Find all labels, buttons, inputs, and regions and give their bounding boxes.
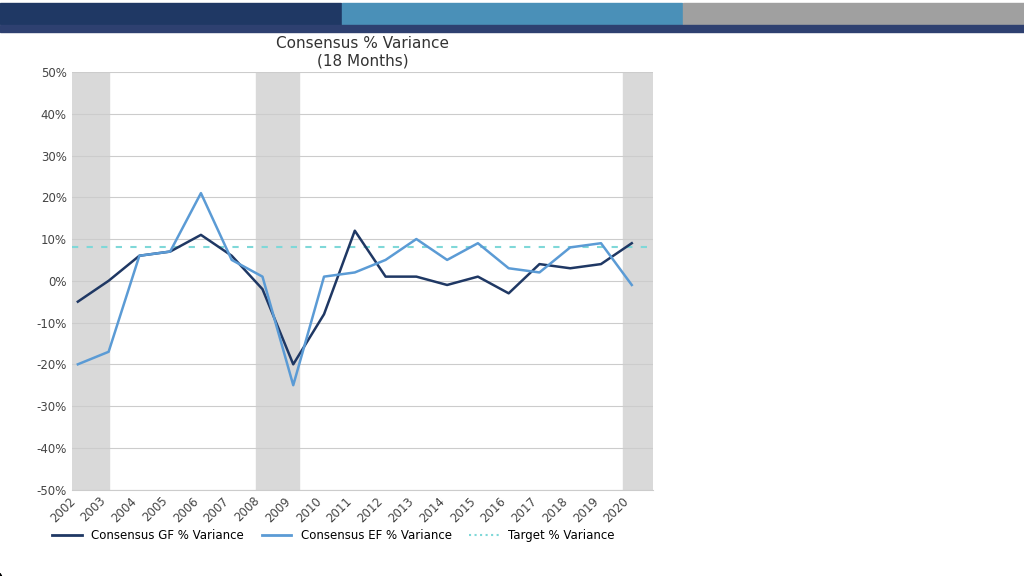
Bar [256, 72, 299, 490]
Text: PERCENTAGE
VARIANCE: PERCENTAGE VARIANCE [699, 97, 883, 151]
Bar [623, 72, 653, 490]
Bar [72, 72, 109, 490]
Text: Consensus % Variance
(18 Months): Consensus % Variance (18 Months) [276, 36, 449, 68]
Text: CONSENSUS
ESTIMATES VS.
ACTUALS –
18 MONTHS: CONSENSUS ESTIMATES VS. ACTUALS – 18 MON… [699, 249, 910, 374]
Bar [0, 25, 1024, 32]
Legend: Consensus GF % Variance, Consensus EF % Variance, Target % Variance: Consensus GF % Variance, Consensus EF % … [47, 525, 620, 547]
Bar [683, 3, 1024, 24]
Bar [0, 3, 341, 24]
Bar [342, 3, 682, 24]
